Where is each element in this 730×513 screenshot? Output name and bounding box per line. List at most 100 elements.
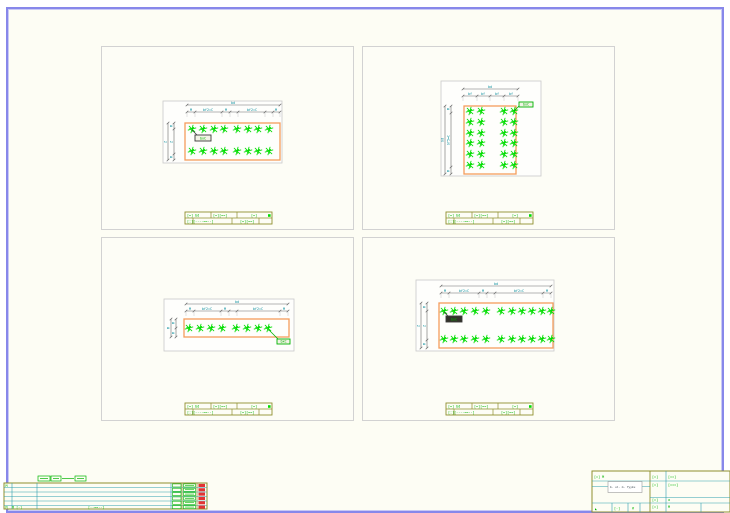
dim-tick bbox=[278, 110, 282, 114]
dim-tick bbox=[439, 284, 443, 288]
plant-symbol bbox=[219, 124, 229, 134]
dim-tick bbox=[447, 291, 451, 295]
plant-arm bbox=[480, 132, 483, 136]
schedule-cell-green bbox=[183, 505, 196, 509]
plant-symbol bbox=[476, 138, 486, 148]
plant-symbol bbox=[198, 146, 208, 156]
dim-text: M bbox=[275, 108, 277, 112]
plant-symbol bbox=[499, 138, 509, 148]
vertical-dimension: M bbox=[167, 317, 173, 339]
title-bar-dot bbox=[529, 405, 532, 408]
plant-symbol bbox=[499, 128, 509, 138]
schedule-cell-green bbox=[172, 496, 182, 501]
schedule-cell-green bbox=[172, 505, 182, 509]
plant-arm bbox=[469, 142, 472, 146]
title-bar-text: [=][==] bbox=[240, 220, 254, 224]
plant-arm bbox=[469, 164, 472, 168]
dim-text: M bbox=[167, 327, 171, 329]
schedule-bottom-text: [--==--] bbox=[88, 506, 104, 510]
dim-text: M bbox=[189, 307, 191, 311]
callout-label-text: bxC bbox=[451, 318, 457, 322]
plant-symbol bbox=[509, 138, 519, 148]
plant-symbol bbox=[537, 334, 547, 344]
planting-bed-outline bbox=[438, 302, 554, 349]
plant-arm bbox=[503, 110, 506, 114]
plant-arm bbox=[480, 142, 483, 146]
schedule-cell-red bbox=[198, 488, 205, 492]
dim-tick bbox=[174, 335, 178, 339]
dim-tick bbox=[184, 309, 188, 313]
dim-tick bbox=[169, 335, 173, 339]
dim-text: M bbox=[444, 289, 446, 293]
dim-tick bbox=[169, 317, 173, 321]
dim-tick bbox=[516, 94, 520, 98]
plant-arm bbox=[500, 310, 503, 314]
plant-arm bbox=[480, 153, 483, 157]
plant-symbol bbox=[439, 306, 449, 316]
dim-text: bd bbox=[235, 300, 239, 304]
dim-text: bf bbox=[509, 92, 513, 96]
horizontal-dimension: bd bbox=[184, 300, 290, 306]
plant-arm bbox=[443, 338, 446, 342]
title-block-text: ◣ bbox=[595, 507, 598, 511]
stamp-box bbox=[607, 481, 643, 493]
title-block-text: [=] M bbox=[594, 475, 604, 479]
dim-tick bbox=[271, 110, 275, 114]
dim-tick bbox=[449, 172, 453, 176]
dim-text: bf bbox=[495, 92, 499, 96]
plant-symbol bbox=[499, 106, 509, 116]
schedule-header-box bbox=[50, 475, 62, 482]
schedule-cell-green bbox=[183, 496, 196, 501]
plant-arm bbox=[469, 132, 472, 136]
dim-tick bbox=[502, 94, 506, 98]
title-block-text: [=] bbox=[652, 505, 658, 509]
title-bar-dot bbox=[268, 214, 271, 217]
dim-tick bbox=[439, 291, 443, 295]
dim-tick bbox=[488, 94, 492, 98]
plant-symbol bbox=[459, 334, 469, 344]
dim-text: bf2=C bbox=[203, 108, 213, 112]
schedule-cell-green bbox=[183, 500, 196, 505]
plant-arm bbox=[541, 310, 544, 314]
dim-tick bbox=[174, 317, 178, 321]
dim-text: M bbox=[172, 322, 176, 324]
title-bar-text: [:][----==--] bbox=[448, 411, 475, 415]
plant-symbol bbox=[507, 306, 517, 316]
plant-arm bbox=[235, 327, 238, 331]
plant-arm bbox=[485, 310, 488, 314]
plant-arm bbox=[223, 150, 226, 154]
dim-text: bd bbox=[441, 138, 445, 142]
viewport-title-bar: [=] bd [=][==] [=] [:][----==--] [=][==] bbox=[184, 402, 273, 416]
plant-symbol bbox=[449, 306, 459, 316]
plant-symbol bbox=[449, 334, 459, 344]
plant-symbol bbox=[195, 323, 205, 333]
plant-symbol bbox=[253, 146, 263, 156]
title-bar-text: [=] bbox=[251, 405, 257, 409]
drawing-frame bbox=[162, 100, 283, 164]
dim-tick bbox=[485, 291, 489, 295]
dim-tick bbox=[419, 301, 423, 305]
plant-symbol bbox=[481, 306, 491, 316]
dim-tick bbox=[172, 152, 176, 156]
title-bar-text: [=][==] bbox=[213, 214, 227, 218]
title-bar-dot bbox=[529, 214, 532, 217]
title-bar-text: [=] bbox=[512, 405, 518, 409]
callout-label-text: bxC bbox=[280, 340, 286, 344]
plant-arm bbox=[469, 153, 472, 157]
title-bar-text: [:][----==--] bbox=[187, 411, 214, 415]
plant-symbol bbox=[465, 138, 475, 148]
dim-text: M bbox=[283, 307, 285, 311]
planting-bed-outline bbox=[184, 122, 281, 161]
title-bar-text: [=] bd bbox=[187, 214, 199, 218]
leader-line bbox=[191, 129, 198, 136]
schedule-left-mark: M bbox=[6, 484, 8, 488]
plant-symbol bbox=[209, 146, 219, 156]
plant-arm bbox=[503, 164, 506, 168]
schedule-cell-red bbox=[198, 483, 205, 487]
dim-text: bf5=C bbox=[447, 135, 451, 145]
title-bar-text: [=] bd bbox=[448, 214, 460, 218]
